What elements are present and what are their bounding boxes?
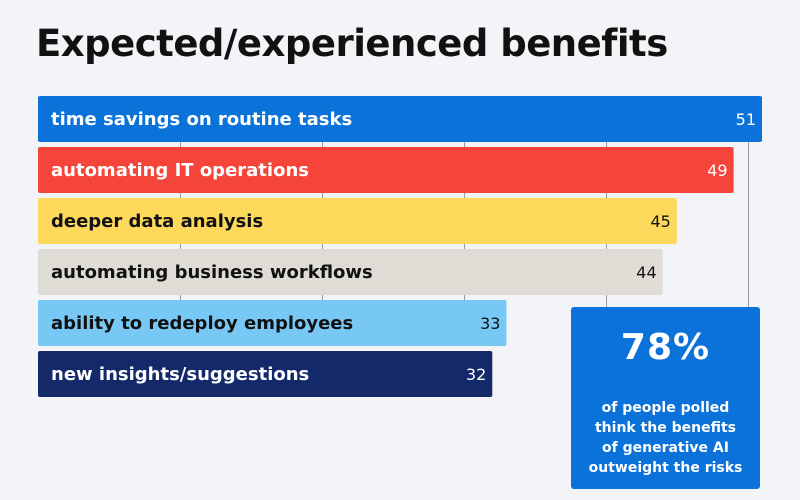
bar	[38, 300, 507, 346]
bar	[38, 351, 493, 397]
bar-label: automating business workflows	[51, 262, 373, 283]
bar-label: deeper data analysis	[51, 211, 263, 232]
bar-value: 51	[736, 110, 756, 129]
bar	[38, 96, 762, 142]
bar-value: 44	[636, 263, 656, 282]
bar	[38, 147, 734, 193]
bar-label: automating IT operations	[51, 160, 309, 181]
bar-value: 49	[707, 161, 727, 180]
bar-label: ability to redeploy employees	[51, 313, 353, 334]
callout-description: of people polled think the benefits of g…	[581, 398, 751, 478]
bar	[38, 249, 663, 295]
chart-title: Expected/experienced benefits	[36, 22, 668, 65]
stat-callout: 78% of people polled think the benefits …	[571, 307, 760, 489]
bar-value: 45	[650, 212, 670, 231]
callout-line: think the benefits	[594, 420, 737, 436]
bar-label: new insights/suggestions	[51, 364, 309, 385]
callout-line: of generative AI	[602, 440, 729, 456]
bar	[38, 198, 677, 244]
callout-percentage: 78%	[620, 327, 711, 368]
bar-value: 32	[466, 365, 486, 384]
bar-value: 33	[480, 314, 500, 333]
callout-line: of people polled	[601, 400, 730, 416]
callout-line: outweight the risks	[588, 460, 743, 476]
bar-label: time savings on routine tasks	[51, 109, 352, 130]
